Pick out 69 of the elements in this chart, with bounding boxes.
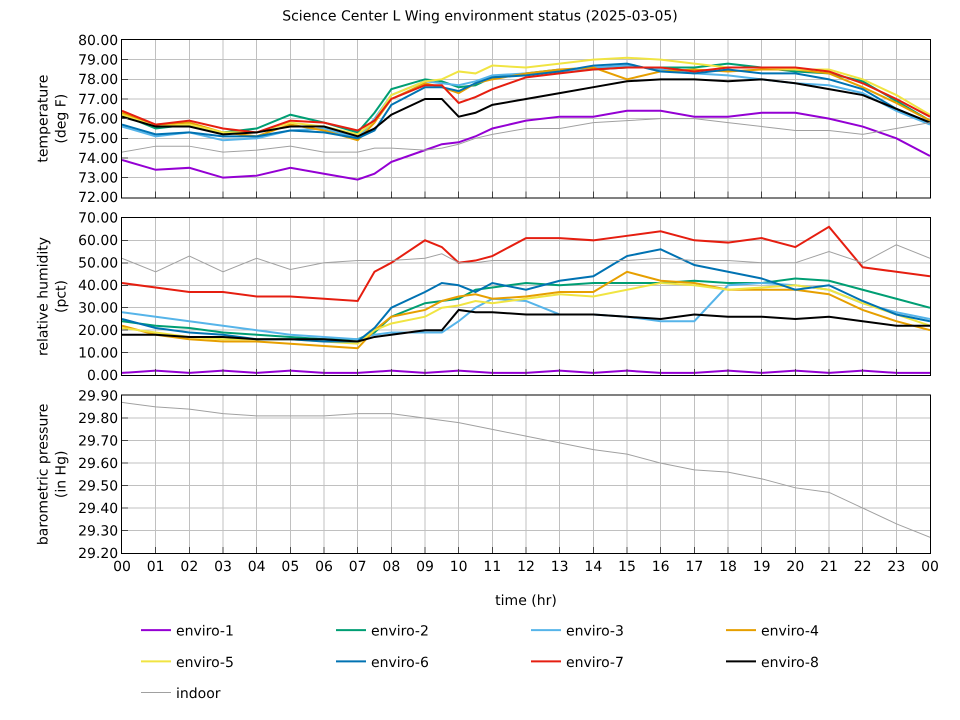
y-tick-label: 29.70 xyxy=(78,434,118,450)
legend-label: indoor xyxy=(176,686,221,702)
x-tick-label: 18 xyxy=(719,558,737,575)
x-tick-label: 16 xyxy=(652,558,670,575)
x-tick-label: 06 xyxy=(315,558,333,575)
x-tick-label: 07 xyxy=(348,558,367,575)
x-tick-label: 20 xyxy=(786,558,804,575)
x-tick-label: 03 xyxy=(214,558,232,575)
y-tick-label: 10.00 xyxy=(78,346,118,362)
y-tick-label: 79.00 xyxy=(78,52,118,69)
line-series xyxy=(122,118,930,153)
x-tick-label: 02 xyxy=(180,558,198,575)
y-tick-label: 29.40 xyxy=(78,500,118,517)
x-tick-label: 10 xyxy=(450,558,468,575)
x-tick-label: 12 xyxy=(517,558,535,575)
x-tick-label: 09 xyxy=(416,558,434,575)
y-tick-label: 80.00 xyxy=(78,32,118,49)
x-tick-label: 04 xyxy=(248,558,266,575)
y-tick-label: 60.00 xyxy=(78,233,118,250)
legend-label: enviro-6 xyxy=(371,654,429,671)
y-tick-label: 77.00 xyxy=(78,92,118,108)
y-tick-label: 29.80 xyxy=(78,411,118,428)
y-tick-label: 74.00 xyxy=(78,150,118,167)
x-tick-label: 21 xyxy=(820,558,838,575)
legend-label: enviro-2 xyxy=(371,624,429,640)
line-series xyxy=(122,226,930,302)
y-tick-label: 73.00 xyxy=(78,170,118,187)
y-tick-label: 29.50 xyxy=(78,478,118,494)
y-tick-label: 72.00 xyxy=(78,190,118,206)
y-tick-label: 29.90 xyxy=(78,388,118,405)
x-tick-label: 11 xyxy=(483,558,502,575)
x-tick-label: 08 xyxy=(382,558,400,575)
y-tick-label: 70.00 xyxy=(78,210,118,227)
x-tick-label: 22 xyxy=(854,558,872,575)
x-tick-label: 15 xyxy=(618,558,636,575)
legend-label: enviro-8 xyxy=(761,654,819,671)
x-tick-label: 13 xyxy=(550,558,569,575)
line-series xyxy=(122,270,930,350)
legend-label: enviro-5 xyxy=(176,654,234,671)
x-axis-title: time (hr) xyxy=(495,593,557,609)
y-tick-label: 78.00 xyxy=(78,72,118,88)
legend-label: enviro-4 xyxy=(761,624,819,640)
x-tick-label: 05 xyxy=(281,558,300,575)
x-tick-label: 23 xyxy=(887,558,906,575)
x-tick-label: 00 xyxy=(921,558,939,575)
y-axis-title: relative humidity (pct) xyxy=(36,236,70,356)
x-tick-label: 17 xyxy=(685,558,704,575)
x-tick-label: 19 xyxy=(752,558,771,575)
y-tick-label: 40.00 xyxy=(78,278,118,294)
y-tick-label: 50.00 xyxy=(78,256,118,272)
line-series xyxy=(122,244,930,272)
y-axis-title: temperature (deg F) xyxy=(36,74,70,163)
y-tick-label: 20.00 xyxy=(78,323,118,340)
legend-label: enviro-7 xyxy=(566,654,624,671)
y-axis-title: barometric pressure (in Hg) xyxy=(36,404,70,546)
line-series xyxy=(122,248,930,342)
y-tick-label: 0.00 xyxy=(87,368,118,384)
y-tick-label: 75.00 xyxy=(78,131,118,148)
chart-title: Science Center L Wing environment status (2025-03-05) xyxy=(282,8,678,25)
y-tick-label: 76.00 xyxy=(78,112,118,128)
legend-label: enviro-1 xyxy=(176,624,234,640)
line-series xyxy=(122,402,930,538)
line-series xyxy=(122,110,930,181)
y-tick-label: 30.00 xyxy=(78,300,118,317)
x-tick-label: 14 xyxy=(584,558,602,575)
legend-label: enviro-3 xyxy=(566,624,624,640)
y-tick-label: 29.30 xyxy=(78,523,118,540)
y-tick-label: 29.60 xyxy=(78,456,118,472)
x-tick-label: 01 xyxy=(146,558,165,575)
